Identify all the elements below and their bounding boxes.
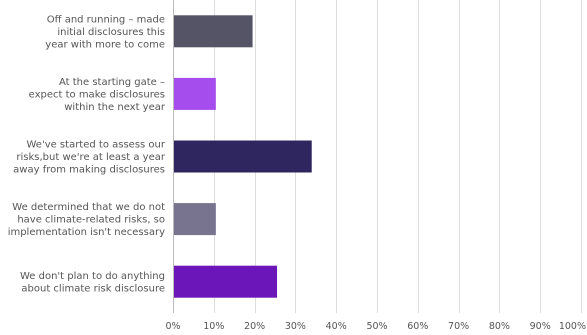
x-tick-label: 100%: [559, 321, 586, 332]
bar: [174, 140, 312, 173]
category-label: At the starting gate – expect to make dis…: [29, 77, 166, 113]
x-tick-label: 10%: [203, 321, 224, 332]
bars: [174, 15, 312, 298]
category-label: We determined that we do not have climate…: [8, 202, 165, 238]
bar: [174, 15, 253, 48]
category-label: We don't plan to do anything about climat…: [20, 271, 165, 295]
grid-lines: [214, 0, 582, 313]
category-labels: Off and running – made initial disclosure…: [8, 14, 166, 294]
x-tick-label: 80%: [489, 321, 510, 332]
bar: [174, 265, 278, 298]
x-tick-label: 70%: [448, 321, 469, 332]
x-axis-tick-labels: 0% 10% 20% 30% 40% 50% 60% 70% 80% 90% 100%: [165, 321, 586, 332]
x-tick-label: 60%: [407, 321, 428, 332]
bar: [174, 203, 216, 236]
category-label: Off and running – made initial disclosure…: [45, 14, 165, 50]
x-tick-label: 40%: [326, 321, 347, 332]
bar: [174, 77, 216, 110]
category-label: We've started to assess our risks,but we'…: [13, 140, 166, 176]
x-tick-label: 0%: [165, 321, 180, 332]
x-tick-label: 50%: [366, 321, 387, 332]
x-tick-label: 20%: [244, 321, 265, 332]
x-tick-label: 90%: [530, 321, 551, 332]
x-tick-label: 30%: [285, 321, 306, 332]
